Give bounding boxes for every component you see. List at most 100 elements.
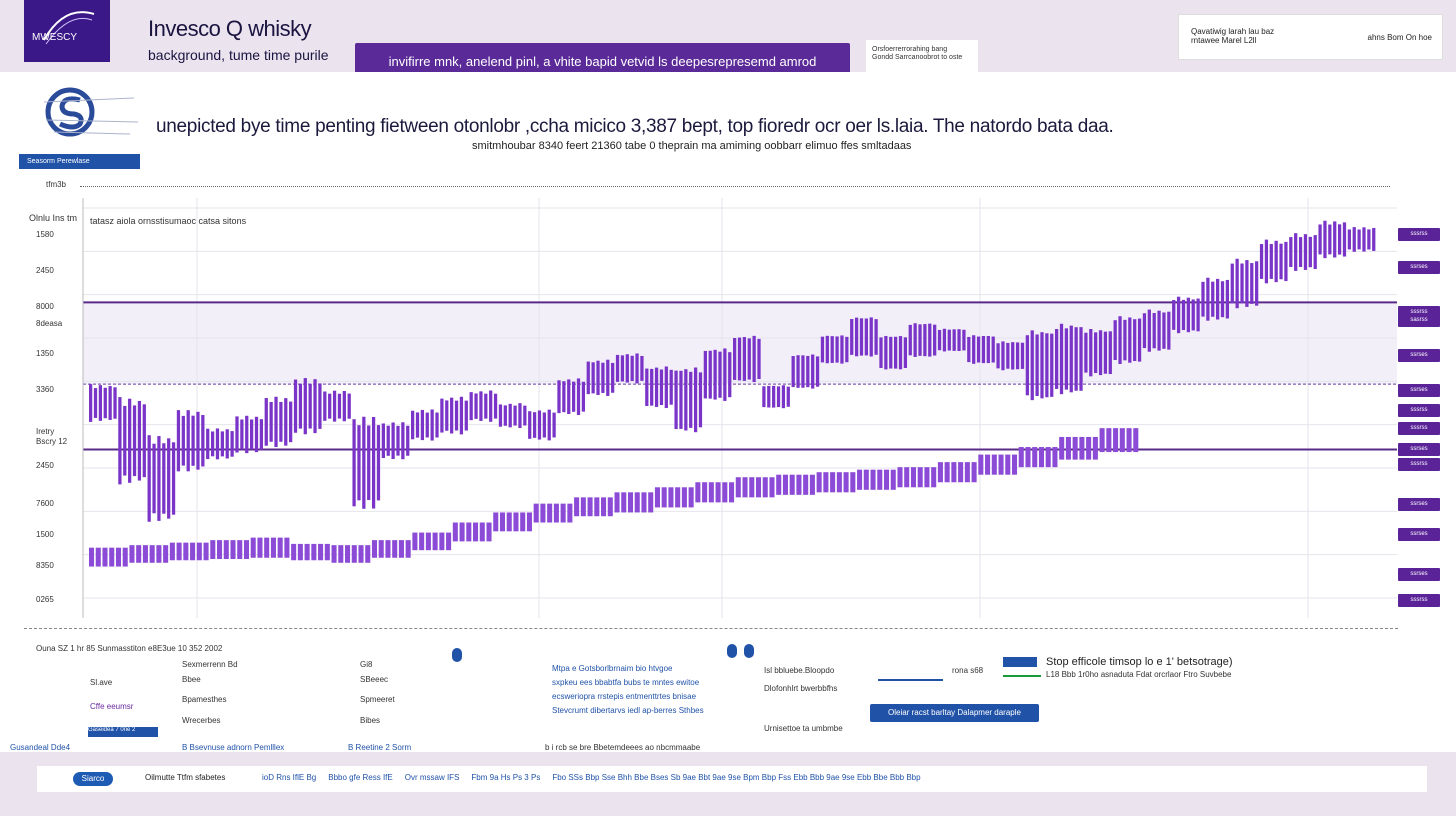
series-badge[interactable]: ssrses (1398, 528, 1440, 541)
series-badge[interactable]: sssrss (1398, 228, 1440, 241)
data-bar (1279, 243, 1283, 280)
series-badge[interactable]: sssrss (1398, 404, 1440, 417)
data-bar (801, 355, 805, 388)
data-bar (513, 405, 517, 426)
data-bar (1181, 299, 1186, 331)
series-badge[interactable]: ssrses (1398, 261, 1440, 274)
series-badge[interactable]: ssrses (1398, 443, 1440, 456)
footer-c2-line: Sexmerrenn Bd (182, 660, 238, 669)
band-bar (547, 503, 553, 523)
data-bar (289, 401, 293, 443)
footer-c4-line: sxpkeu ees bbabtfa bubs te mntes ewitoe (552, 678, 700, 687)
taskbar-item[interactable]: Fbm 9a Hs Ps 3 Ps (471, 773, 541, 782)
band-bar (729, 482, 735, 503)
data-bar (781, 385, 786, 409)
band-bar (742, 477, 748, 498)
season-tag[interactable]: Seasorm Perewlase (19, 154, 140, 169)
data-bar (269, 401, 273, 442)
data-bar (386, 425, 390, 456)
footer-c1-line: Ouna SZ 1 hr 85 Sunmasstiton e8E3ue 10 3… (36, 644, 223, 653)
data-bar (196, 411, 200, 470)
data-bar (903, 337, 908, 369)
data-bar (601, 362, 605, 393)
footer-c2-line: B Bsevnuse adnorn Pemlllex (182, 743, 285, 752)
taskbar-item[interactable]: ioD Rns IflE Bg (262, 773, 317, 782)
series-badge[interactable]: sssrss (1398, 422, 1440, 435)
data-bar (1098, 330, 1103, 376)
data-bar (640, 355, 644, 381)
series-badge[interactable]: ssrses (1398, 498, 1440, 511)
data-bar (1352, 227, 1356, 252)
footer-blue-chip[interactable] (1003, 657, 1037, 667)
band-bar (1106, 428, 1112, 453)
band-bar (439, 532, 445, 551)
series-badge[interactable]: ssrses (1398, 384, 1440, 397)
data-bar (440, 398, 444, 433)
data-bar (1259, 244, 1264, 279)
data-bar (1064, 328, 1069, 390)
band-bar (479, 522, 485, 542)
data-bar (728, 352, 732, 398)
footer-pin-icon[interactable] (452, 648, 462, 662)
data-bar (1347, 229, 1351, 250)
band-bar (284, 537, 290, 558)
taskbar-item[interactable]: Fbo SSs Bbp Sse Bhh Bbe Bses Sb 9ae Bbt … (552, 773, 921, 782)
band-bar (1072, 436, 1078, 460)
legend-title: Olnlu Ins tm (29, 213, 78, 223)
band-bar (304, 543, 310, 561)
data-bar (186, 410, 190, 472)
band-bar (789, 474, 795, 495)
data-bar (1240, 263, 1244, 304)
band-bar (924, 467, 930, 488)
y-axis-label: Bscry 12 (36, 437, 68, 446)
data-bar (274, 396, 278, 447)
data-bar (952, 329, 956, 351)
taskbar-item[interactable]: Bbbo gfe Ress IfE (328, 773, 393, 782)
band-bar (587, 497, 593, 517)
data-bar (284, 398, 288, 446)
footer-c3-line: Bibes (360, 716, 381, 725)
footer-c1-button[interactable]: Gaseidea 7 0ne 2 (88, 727, 158, 737)
band-bar (270, 537, 276, 558)
band-bar (1092, 436, 1098, 460)
footer-c1-line: Cffe eeumsr (90, 702, 134, 711)
data-bar (723, 348, 727, 401)
data-bar (737, 337, 742, 381)
data-bar (1357, 229, 1361, 250)
band-bar (513, 512, 519, 532)
band-bar (250, 537, 256, 558)
data-bar (93, 388, 98, 418)
data-bar (547, 409, 551, 441)
data-bar (1289, 237, 1293, 267)
band-bar (1099, 428, 1105, 453)
series-badge[interactable]: ssrses (1398, 568, 1440, 581)
band-bar (857, 469, 863, 490)
footer-pin-icon[interactable] (727, 644, 737, 658)
data-bar (733, 337, 737, 380)
series-badge[interactable]: sasrss (1398, 314, 1440, 327)
band-bar (331, 545, 337, 563)
stop-title: Stop efficole timsop lo e 1' betsotrage) (1046, 656, 1233, 668)
taskbar-item[interactable]: Ovr mssaw IFS (404, 773, 460, 782)
data-bar (611, 362, 615, 393)
data-bar (884, 335, 888, 370)
series-badge[interactable]: sssrss (1398, 458, 1440, 471)
footer-c2-line: Wrecerbes (182, 716, 221, 725)
start-button[interactable]: Siarco (73, 772, 113, 786)
band-bar (614, 492, 620, 513)
data-bar (445, 400, 449, 431)
band-bar (358, 545, 364, 563)
footer-pin-icon[interactable] (744, 644, 754, 658)
data-bar (625, 354, 629, 383)
data-bar (972, 335, 976, 364)
footer-action-button[interactable]: Oleiar racst barltay Dalapmer daraple (870, 704, 1039, 722)
series-badge[interactable]: ssrses (1398, 349, 1440, 362)
band-bar (796, 474, 802, 495)
band-bar (749, 477, 755, 498)
series-badge[interactable]: sssrss (1398, 594, 1440, 607)
data-bar (1313, 235, 1317, 269)
data-bar (1118, 316, 1122, 364)
band-bar (338, 545, 344, 563)
band-bar (129, 545, 135, 563)
data-bar (776, 386, 781, 408)
